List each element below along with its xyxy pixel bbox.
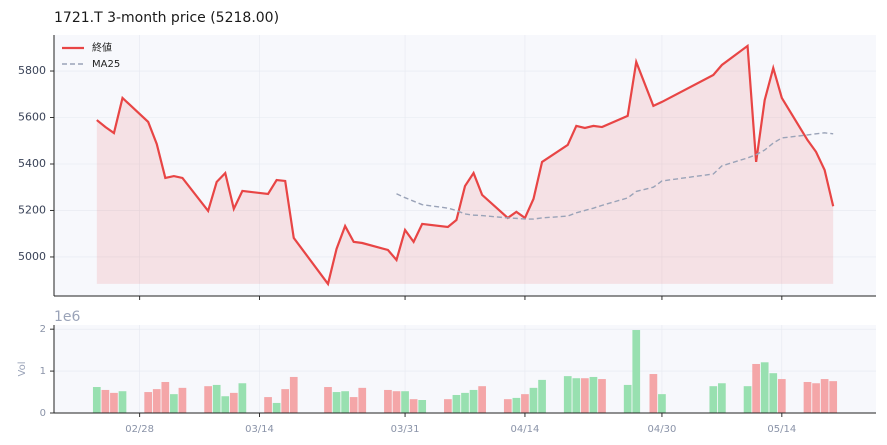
volume-bar xyxy=(221,396,230,413)
x-tick-label: 02/28 xyxy=(125,424,154,435)
volume-bar xyxy=(581,378,589,413)
price-line xyxy=(96,43,835,287)
volume-bar xyxy=(170,394,178,413)
x-tick-label: 04/14 xyxy=(511,424,540,435)
volume-bar xyxy=(289,376,298,413)
volume-bar xyxy=(529,387,538,413)
volume-bar xyxy=(718,383,726,413)
volume-bar xyxy=(161,381,170,413)
volume-bar xyxy=(521,394,529,413)
legend-label: 終値 xyxy=(92,41,112,54)
volume-bar xyxy=(752,363,760,413)
volume-bar xyxy=(358,387,367,413)
y-tick-label: 5600 xyxy=(18,111,46,124)
volume-bar xyxy=(229,392,238,413)
volume-bar xyxy=(829,381,838,413)
volume-bar xyxy=(478,386,486,413)
volume-bar xyxy=(409,399,418,413)
volume-bar xyxy=(332,392,341,413)
volume-bar xyxy=(452,394,461,413)
volume-bar xyxy=(152,389,161,413)
volume-bar xyxy=(469,389,478,413)
volume-bar xyxy=(118,391,127,413)
volume-bar xyxy=(777,379,786,413)
y-tick-label: 0 xyxy=(40,408,46,419)
y-tick-label: 5200 xyxy=(18,203,46,216)
y-tick-label: 5800 xyxy=(18,64,46,77)
volume-bar xyxy=(272,402,281,413)
x-tick-label: 03/14 xyxy=(245,424,274,435)
volume-bar xyxy=(803,381,812,413)
y-tick-label: 2 xyxy=(40,324,46,335)
legend-label: MA25 xyxy=(92,59,120,70)
volume-bar xyxy=(418,400,427,413)
axis-offset-label: 1e6 xyxy=(54,309,81,325)
volume-bar xyxy=(324,387,332,413)
volume-bar xyxy=(144,392,153,413)
y-tick-label: 5400 xyxy=(18,157,46,170)
volume-bar xyxy=(760,362,769,413)
volume-bar xyxy=(349,397,358,413)
volume-bar xyxy=(632,330,641,413)
volume-bar xyxy=(769,373,778,413)
volume-bar xyxy=(212,384,221,413)
volume-bar xyxy=(503,399,512,413)
volume-bar xyxy=(92,387,101,413)
price-area xyxy=(96,45,834,284)
volume-bar xyxy=(812,383,820,413)
volume-bar xyxy=(623,384,632,413)
volume-bar xyxy=(538,379,546,413)
volume-bar xyxy=(572,378,581,413)
y-tick-label: 1 xyxy=(40,366,46,377)
volume-bar xyxy=(238,383,247,413)
volume-bar xyxy=(563,376,572,413)
volume-bar xyxy=(281,389,290,413)
ma-line xyxy=(396,132,834,220)
volume-bar xyxy=(649,374,658,413)
volume-bar xyxy=(512,397,521,413)
volume-bar xyxy=(384,389,392,413)
x-tick-label: 04/30 xyxy=(648,424,677,435)
volume-bar xyxy=(709,386,718,413)
volume-bar xyxy=(820,379,829,413)
volume-bar xyxy=(461,392,469,413)
y-tick-label: 5000 xyxy=(18,250,46,263)
volume-bar xyxy=(589,376,598,413)
chart-title: 1721.T 3-month price (5218.00) xyxy=(54,10,279,26)
volume-bar xyxy=(743,386,752,413)
volume-bar xyxy=(598,379,606,413)
volume-bar xyxy=(204,386,212,413)
y-axis-label: Vol xyxy=(17,362,28,377)
volume-bar xyxy=(178,387,187,413)
x-tick-label: 05/14 xyxy=(767,424,796,435)
x-tick-label: 03/31 xyxy=(391,424,420,435)
volume-bar xyxy=(101,389,110,413)
volume-bar xyxy=(658,394,666,413)
volume-bar xyxy=(110,392,118,413)
volume-bar xyxy=(392,391,401,413)
plot-background xyxy=(54,35,876,296)
volume-bar xyxy=(401,391,409,413)
volume-bar xyxy=(264,397,272,413)
volume-bar xyxy=(341,391,349,413)
volume-bar xyxy=(444,399,452,413)
